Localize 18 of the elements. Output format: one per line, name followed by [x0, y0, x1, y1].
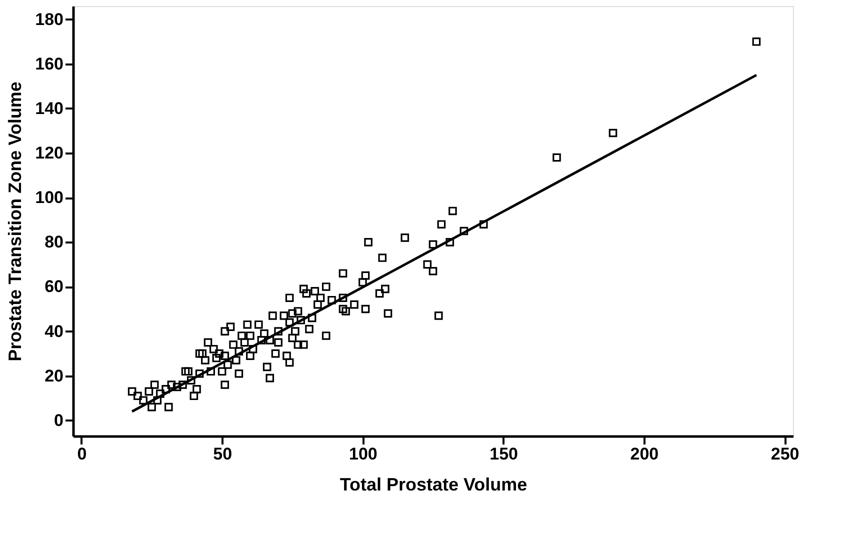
x-tick-label: 0 [77, 444, 87, 464]
y-tick-label: 80 [44, 232, 64, 252]
x-tick-label: 150 [490, 444, 518, 464]
x-axis-title: Total Prostate Volume [340, 474, 528, 494]
y-axis-title: Prostate Transition Zone Volume [5, 82, 26, 362]
y-tick-label: 20 [44, 366, 64, 386]
y-tick-label: 140 [35, 98, 64, 118]
y-tick-label: 40 [44, 322, 64, 341]
x-tick-label: 100 [349, 444, 378, 464]
x-tick-label: 50 [213, 444, 232, 464]
y-tick-label: 160 [35, 54, 64, 74]
y-tick-label: 100 [35, 188, 64, 208]
x-tick-label: 250 [770, 444, 800, 464]
y-tick-label: 120 [35, 144, 64, 163]
y-tick-label: 0 [54, 410, 64, 430]
y-tick-label: 180 [35, 10, 64, 29]
x-tick-label: 200 [630, 444, 659, 464]
y-tick-label: 60 [44, 277, 64, 296]
